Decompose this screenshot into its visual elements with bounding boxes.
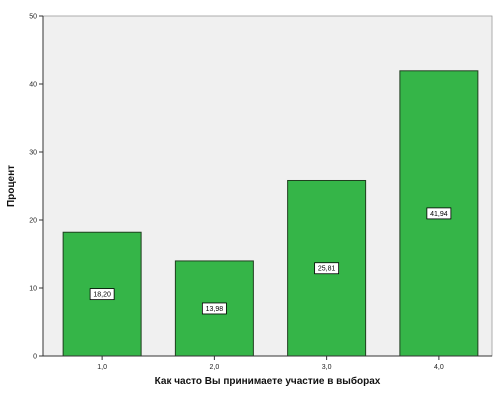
data-label-box [426,207,452,220]
data-labels-group: 18,20 13,98 25,81 41,94 [89,207,452,315]
data-label-box [89,288,115,301]
y-axis-title: Процент [6,165,17,207]
data-label: 13,98 [206,306,224,313]
y-tick-label: 50 [29,14,37,21]
y-tick-label: 10 [29,286,37,293]
x-tick-label: 1,0 [97,364,107,371]
x-tick-label: 4,0 [434,364,444,371]
y-tick-label: 0 [33,354,37,361]
x-tick-label: 2,0 [210,364,220,371]
data-label: 25,81 [318,266,336,273]
y-tick-label: 30 [29,150,37,157]
data-label-box [314,262,340,275]
axes-group: 0 10 20 30 40 50 1,0 2,0 3,0 4,0 [29,14,492,371]
y-tick-label: 20 [29,218,37,225]
data-label: 41,94 [430,211,448,218]
data-label: 18,20 [93,292,111,299]
data-label-box [201,302,227,315]
y-tick-label: 40 [29,82,37,89]
x-tick-label: 3,0 [322,364,332,371]
x-axis-title: Как часто Вы принимаете участие в выбора… [155,375,381,387]
